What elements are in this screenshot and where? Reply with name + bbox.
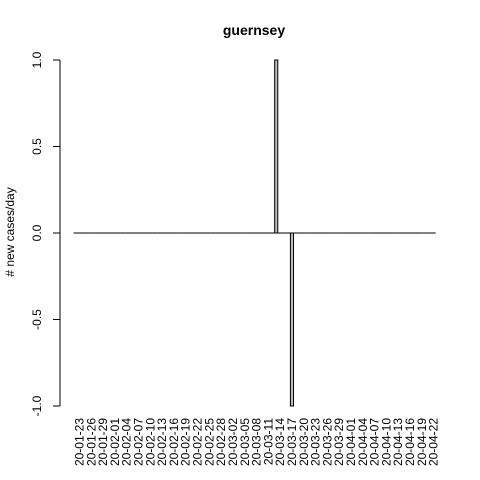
y-axis-label: # new cases/day (3, 187, 17, 276)
chart-title: guernsey (223, 22, 285, 38)
y-tick-label: 0.5 (30, 138, 44, 155)
x-tick-label: 20-04-22 (427, 418, 441, 466)
bar (275, 60, 278, 233)
x-axis: 20-01-2320-01-2620-01-2920-02-0120-02-04… (72, 418, 440, 466)
y-tick-label: -1.0 (30, 395, 44, 416)
bar (290, 233, 293, 406)
y-tick-label: 0.0 (30, 224, 44, 241)
y-tick-label: 1.0 (30, 51, 44, 68)
y-tick-label: -0.5 (30, 309, 44, 330)
